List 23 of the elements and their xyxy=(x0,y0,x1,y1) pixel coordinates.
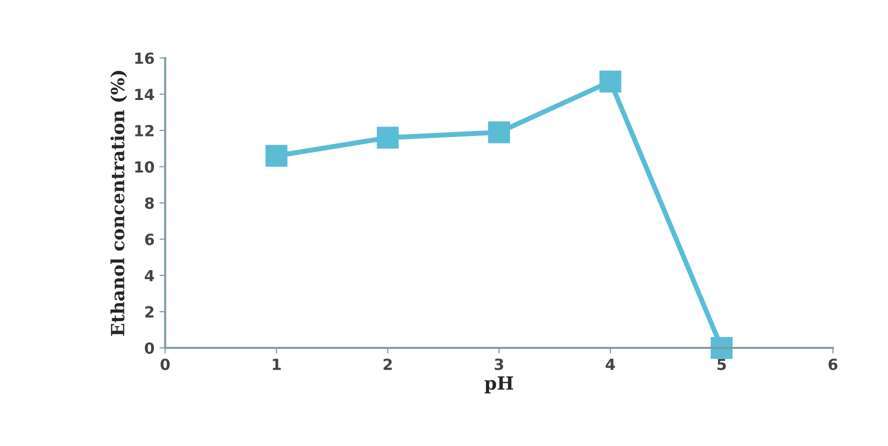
y-tick-label: 16 xyxy=(135,52,154,64)
x-axis-title: pH xyxy=(484,376,514,394)
y-tick-label: 12 xyxy=(135,124,154,136)
y-tick-label: 14 xyxy=(135,88,154,100)
point xyxy=(710,336,733,359)
y-axis-title: Ethanol concentration (%) xyxy=(110,70,127,336)
y-tick-label: 10 xyxy=(135,161,154,173)
point xyxy=(599,70,622,92)
x-tick-label: 3 xyxy=(494,358,504,370)
point xyxy=(488,121,510,144)
point xyxy=(376,126,399,149)
x-tick-label: 0 xyxy=(160,358,170,370)
x-tick-label: 1 xyxy=(272,358,281,370)
y-tick-label: 0 xyxy=(144,342,154,354)
y-tick-label: 4 xyxy=(144,270,154,282)
y-tick-label: 6 xyxy=(145,234,154,246)
x-tick-label: 4 xyxy=(606,358,615,370)
x-tick-label: 2 xyxy=(384,358,392,370)
x-tick-label: 5 xyxy=(718,358,726,370)
y-tick-label: 2 xyxy=(145,306,154,318)
x-tick-label: 6 xyxy=(828,358,838,370)
point xyxy=(266,144,288,167)
y-tick-label: 8 xyxy=(145,197,154,209)
